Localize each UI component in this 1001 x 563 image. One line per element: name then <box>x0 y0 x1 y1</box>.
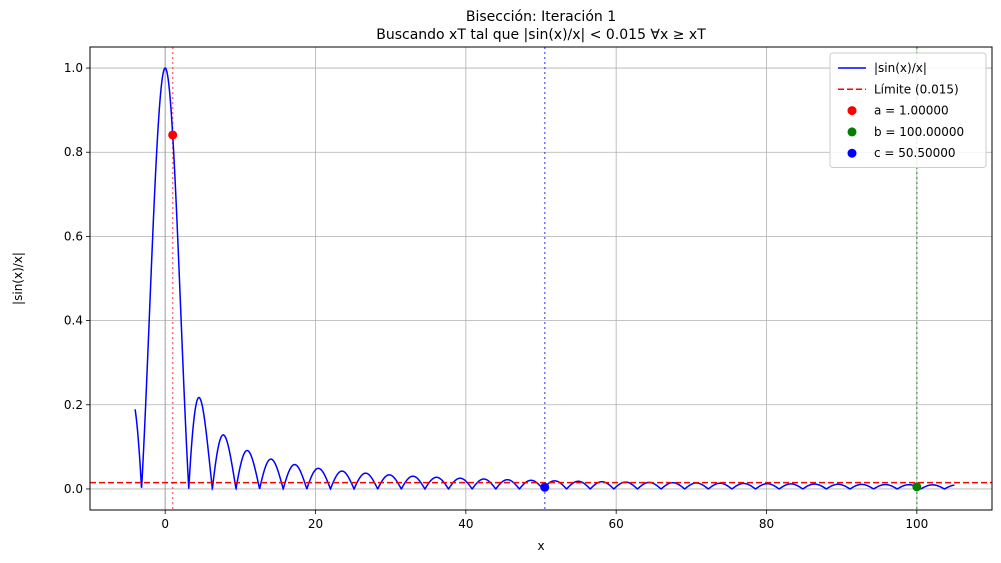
point-a <box>168 130 178 140</box>
y-tick-label: 0.2 <box>64 398 83 412</box>
y-tick-label: 0.6 <box>64 229 83 243</box>
legend-swatch-point-a <box>847 106 857 116</box>
legend-entry-point-c: c = 50.50000 <box>874 146 956 160</box>
plot-area <box>90 67 992 492</box>
legend-swatch-point-c <box>847 148 857 158</box>
legend-entry-threshold: Límite (0.015) <box>874 82 959 96</box>
x-tick-label: 60 <box>609 517 624 531</box>
y-tick-label: 0.8 <box>64 145 83 159</box>
y-tick-label: 1.0 <box>64 61 83 75</box>
x-tick-label: 0 <box>161 517 169 531</box>
plot-frame <box>89 46 993 511</box>
legend: |sin(x)/x| Límite (0.015) a = 1.00000 b … <box>829 52 987 168</box>
y-axis-label: |sin(x)/x| <box>11 252 25 305</box>
y-tick-label: 0.0 <box>64 482 83 496</box>
x-tick-label: 40 <box>458 517 473 531</box>
legend-box <box>829 52 987 168</box>
x-tick-label: 100 <box>905 517 928 531</box>
point-b <box>912 482 922 492</box>
vertical-markers <box>164 47 918 510</box>
axis-ticks: 0 20 40 60 80 100 0.0 0.2 0.4 0.6 0.8 1.0 <box>64 61 928 531</box>
y-tick-label: 0.4 <box>64 314 83 328</box>
legend-entry-curve: |sin(x)/x| <box>874 61 927 75</box>
x-tick-label: 80 <box>759 517 774 531</box>
legend-entry-point-a: a = 1.00000 <box>874 104 949 118</box>
chart-subtitle: Buscando xT tal que |sin(x)/x| < 0.015 ∀… <box>376 27 706 43</box>
legend-entry-point-b: b = 100.00000 <box>874 125 964 139</box>
x-axis-label: x <box>537 539 544 553</box>
x-tick-label: 20 <box>308 517 323 531</box>
chart-title: Bisección: Iteración 1 <box>466 9 616 25</box>
point-c <box>540 482 550 492</box>
legend-swatch-point-b <box>847 127 857 137</box>
